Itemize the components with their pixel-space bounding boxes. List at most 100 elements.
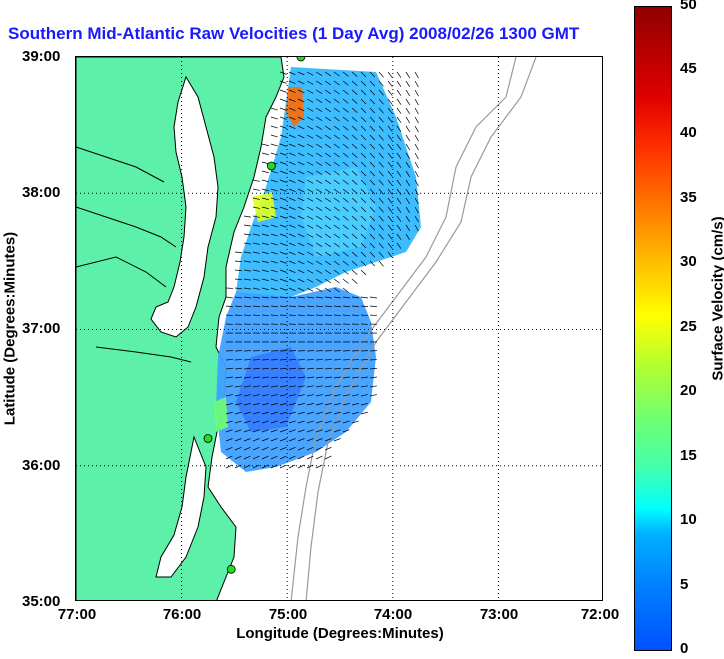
velocity-arrow xyxy=(306,287,314,292)
velocity-arrow xyxy=(315,296,323,299)
velocity-arrow xyxy=(405,161,411,169)
velocity-arrow xyxy=(306,224,314,229)
velocity-arrow xyxy=(297,188,305,193)
velocity-arrow xyxy=(306,233,314,238)
velocity-arrow xyxy=(405,152,411,160)
velocity-arrow xyxy=(306,107,314,112)
velocity-arrow xyxy=(279,71,287,75)
velocity-arrow xyxy=(270,464,278,469)
bathymetry-contour-2 xyxy=(305,57,537,600)
velocity-arrow xyxy=(324,116,332,122)
velocity-arrow xyxy=(261,411,269,415)
velocity-arrow xyxy=(252,206,260,209)
velocity-arrow xyxy=(369,179,376,186)
velocity-arrow xyxy=(387,224,393,231)
velocity-arrow xyxy=(333,242,340,248)
velocity-arrow xyxy=(252,367,260,370)
velocity-arrow xyxy=(396,197,402,204)
velocity-arrow xyxy=(288,403,296,406)
velocity-arrow xyxy=(225,411,233,415)
velocity-arrow xyxy=(369,197,376,204)
velocity-arrow xyxy=(369,242,376,249)
velocity-arrow xyxy=(333,367,341,370)
velocity-arrow xyxy=(297,429,305,433)
velocity-arrow xyxy=(414,224,419,232)
velocity-arrow xyxy=(252,394,260,397)
velocity-arrow xyxy=(351,305,359,308)
velocity-arrow xyxy=(324,411,332,415)
velocity-arrow xyxy=(225,394,233,397)
velocity-arrow xyxy=(369,385,377,388)
velocity-arrow xyxy=(279,98,287,102)
velocity-arrow xyxy=(279,188,287,192)
velocity-arrow xyxy=(261,464,269,469)
velocity-arrow xyxy=(270,385,278,388)
velocity-arrow xyxy=(360,367,368,370)
velocity-arrow xyxy=(387,80,393,87)
velocity-arrow xyxy=(252,287,260,290)
velocity-arrow xyxy=(396,152,402,159)
velocity-arrow xyxy=(351,170,358,176)
velocity-arrow xyxy=(270,287,278,291)
velocity-arrow xyxy=(324,107,332,113)
velocity-arrow xyxy=(324,197,332,203)
velocity-arrow xyxy=(387,152,393,159)
velocity-arrow xyxy=(306,251,314,256)
velocity-arrow xyxy=(261,305,269,308)
velocity-arrow xyxy=(360,269,367,276)
velocity-arrow xyxy=(252,179,260,182)
velocity-arrow xyxy=(288,242,296,247)
velocity-arrow xyxy=(234,251,242,254)
velocity-arrow xyxy=(351,224,358,230)
velocity-arrow xyxy=(324,455,332,460)
velocity-arrow xyxy=(333,161,340,167)
velocity-arrow xyxy=(288,446,296,451)
velocity-arrow xyxy=(279,170,287,174)
velocity-arrow xyxy=(342,206,349,212)
velocity-arrow xyxy=(306,116,314,121)
velocity-arrow xyxy=(243,305,251,308)
velocity-arrow xyxy=(261,403,269,406)
velocity-arrow xyxy=(333,206,340,212)
velocity-arrow xyxy=(243,367,251,370)
velocity-arrow xyxy=(270,206,278,210)
velocity-arrow xyxy=(378,71,384,78)
velocity-arrow xyxy=(378,215,384,222)
velocity-arrow xyxy=(261,161,269,165)
velocity-arrow xyxy=(351,152,358,158)
velocity-arrow xyxy=(270,170,278,174)
velocity-arrow xyxy=(315,152,323,157)
velocity-arrow xyxy=(324,296,332,299)
velocity-arrow xyxy=(405,188,411,196)
velocity-arrow xyxy=(279,233,287,237)
velocity-arrow xyxy=(351,197,358,203)
velocity-arrow xyxy=(396,116,402,123)
velocity-arrow xyxy=(396,188,402,195)
map-plot-area xyxy=(75,56,603,601)
velocity-arrow xyxy=(297,179,305,184)
velocity-arrow xyxy=(360,197,367,204)
velocity-arrow xyxy=(324,314,333,316)
velocity-arrow xyxy=(243,455,251,460)
velocity-arrow xyxy=(297,107,305,112)
velocity-arrow xyxy=(378,152,384,159)
velocity-arrow xyxy=(342,98,349,104)
velocity-arrow xyxy=(387,215,393,222)
colorbar xyxy=(634,6,672,651)
velocity-arrow xyxy=(270,455,278,460)
velocity-arrow xyxy=(315,107,323,112)
velocity-arrow xyxy=(297,367,305,370)
velocity-arrow xyxy=(288,134,296,139)
velocity-arrow xyxy=(225,438,233,442)
velocity-arrow xyxy=(405,116,411,124)
velocity-arrow xyxy=(360,161,367,168)
velocity-arrow xyxy=(315,251,323,256)
y-tick-label: 38:00 xyxy=(22,184,61,201)
velocity-arrow xyxy=(288,385,296,388)
velocity-arrow xyxy=(387,251,393,258)
velocity-arrow xyxy=(261,376,269,379)
velocity-arrow xyxy=(369,80,376,87)
velocity-arrow xyxy=(270,251,278,255)
velocity-arrow xyxy=(297,278,305,283)
velocity-arrow xyxy=(279,143,287,147)
